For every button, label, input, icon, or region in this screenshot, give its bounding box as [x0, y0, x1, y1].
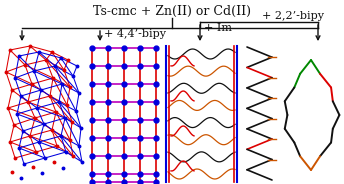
Text: Ts-cmc + Zn(II) or Cd(II): Ts-cmc + Zn(II) or Cd(II)	[93, 5, 251, 18]
Text: + 4,4’-bipy: + 4,4’-bipy	[104, 29, 166, 39]
Text: + 2,2’-bipy: + 2,2’-bipy	[262, 11, 324, 21]
Text: + Im: + Im	[204, 23, 232, 33]
